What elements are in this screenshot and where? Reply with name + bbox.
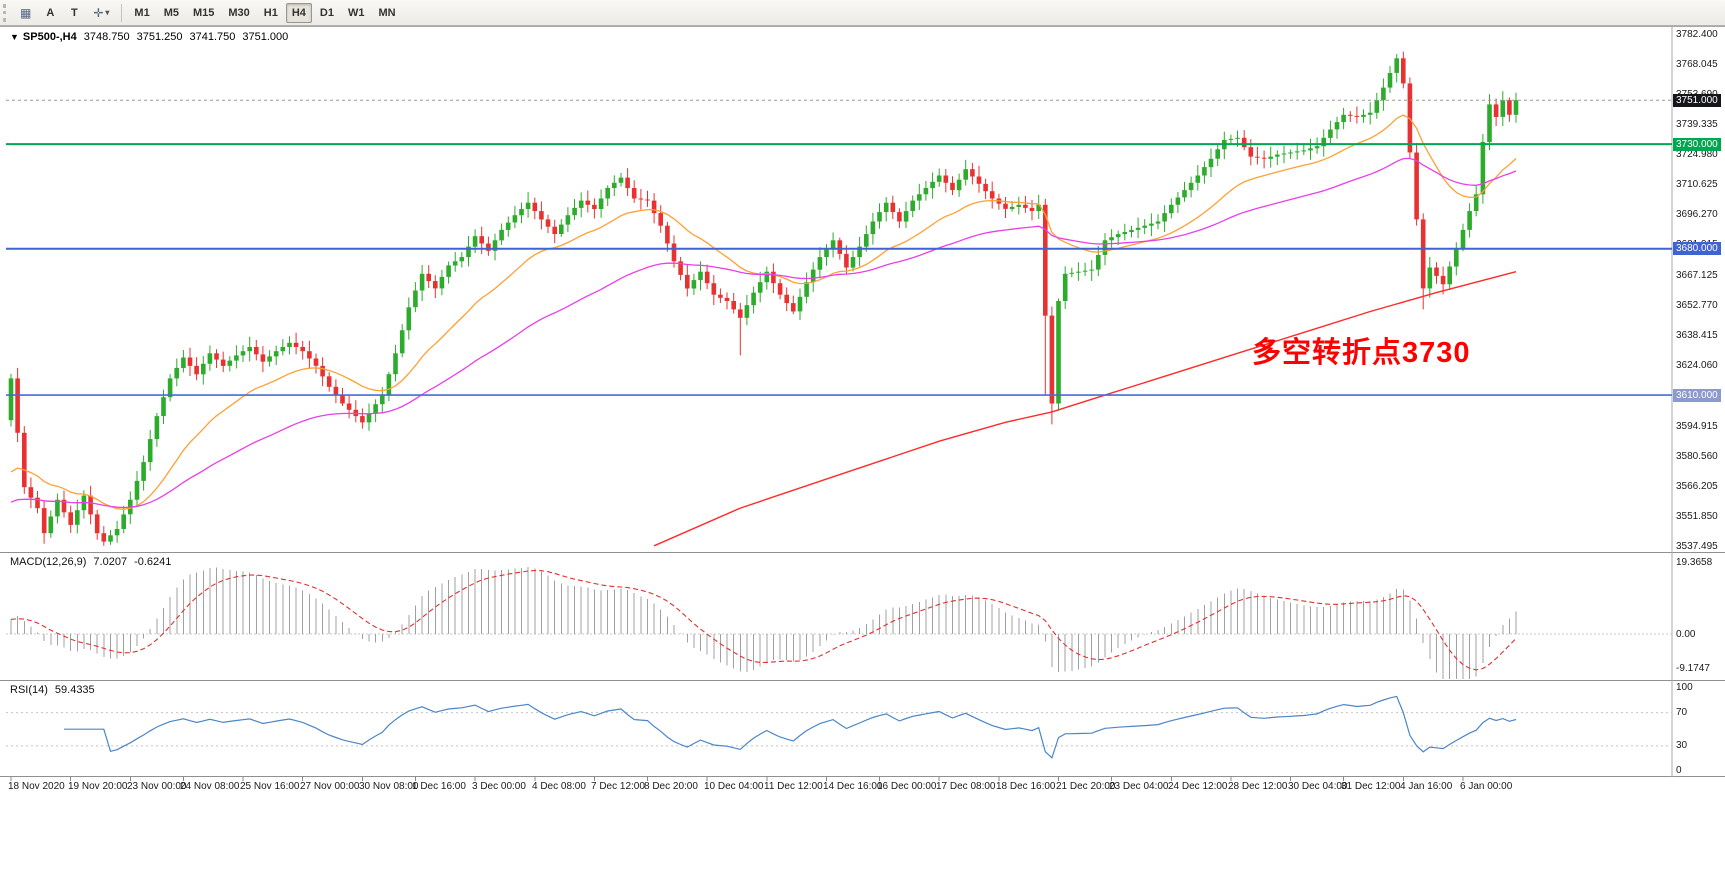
toolbar-drag-handle[interactable] <box>3 3 9 22</box>
price-axis-label: 3624.060 <box>1676 360 1718 372</box>
time-axis-label: 6 Jan 00:00 <box>1460 781 1513 792</box>
macd-value-main: 7.0207 <box>93 556 128 568</box>
price-tag-3680-000: 3680.000 <box>1673 242 1721 256</box>
price-axis-label: 3638.415 <box>1676 330 1718 342</box>
macd-value-signal: -0.6241 <box>134 556 172 568</box>
macd-scale-label: 19.3658 <box>1676 556 1713 568</box>
price-axis-label: 3696.270 <box>1676 209 1718 221</box>
time-axis-label: 23 Nov 00:00 <box>127 781 187 792</box>
timeframe-button-mn[interactable]: MN <box>378 6 396 19</box>
price-axis-label: 3768.045 <box>1676 59 1718 70</box>
price-axis-label: 3710.625 <box>1676 179 1718 191</box>
ohlc-close: 3751.000 <box>242 31 289 43</box>
time-axis-label: 19 Nov 20:00 <box>68 781 128 792</box>
ohlc-high: 3751.250 <box>136 31 183 43</box>
time-axis-label: 30 Nov 08:00 <box>359 781 419 792</box>
rsi-scale-label: 70 <box>1676 707 1688 719</box>
time-axis-label: 7 Dec 12:00 <box>591 781 645 792</box>
macd-scale-label: 0.00 <box>1676 628 1696 640</box>
chart-title-dropdown-icon[interactable]: ▼ <box>10 32 19 42</box>
time-axis-label: 24 Nov 08:00 <box>180 781 240 792</box>
rsi-scale-label: 0 <box>1676 765 1682 777</box>
price-axis-label: 3566.205 <box>1676 481 1718 493</box>
time-axis-label: 16 Dec 00:00 <box>877 781 937 792</box>
timeframe-button-m1[interactable]: M1 <box>134 6 150 19</box>
rsi-name: RSI(14) <box>10 684 48 696</box>
line-studies-button[interactable]: ✛ ▾ <box>87 3 115 23</box>
toolbar-separator <box>121 3 123 22</box>
time-axis-label: 30 Dec 04:00 <box>1288 781 1348 792</box>
ma-mid-line <box>10 157 1517 509</box>
annotation-text: 多空转折点3730 <box>1252 337 1471 369</box>
line-studies-icon: ✛ <box>93 5 104 20</box>
charts-grid-button[interactable]: ▦ <box>14 3 37 23</box>
time-axis-ticks <box>10 777 1464 781</box>
time-axis-label: 27 Nov 00:00 <box>300 781 360 792</box>
timeframe-button-d1[interactable]: D1 <box>319 6 334 19</box>
timeframe-button-h1[interactable]: H1 <box>263 6 278 19</box>
chart-title: ▼ SP500-,H4 3748.750 3751.250 3741.750 3751.0… <box>10 31 288 43</box>
time-axis-label: 4 Dec 08:00 <box>532 781 586 792</box>
macd-scale-label: -9.1747 <box>1676 662 1710 674</box>
price-axis-label: 3724.980 <box>1676 149 1718 161</box>
price-axis-label: 3551.850 <box>1676 511 1718 523</box>
ma-fast-line <box>10 114 1517 510</box>
ohlc-open: 3748.750 <box>83 31 130 43</box>
macd-name: MACD(12,26,9) <box>10 556 87 568</box>
charts-grid-icon: ▦ <box>20 5 32 20</box>
time-axis-label: 18 Nov 2020 <box>8 781 65 792</box>
time-axis-label: 17 Dec 08:00 <box>936 781 996 792</box>
time-axis-label: 8 Dec 20:00 <box>644 781 698 792</box>
candles <box>8 51 1519 546</box>
time-axis-label: 4 Jan 16:00 <box>1400 781 1453 792</box>
rsi-label: RSI(14) 59.4335 <box>10 684 95 696</box>
price-axis-label: 3537.495 <box>1676 541 1718 553</box>
timeframe-button-w1[interactable]: W1 <box>347 6 365 19</box>
time-axis-label: 28 Dec 12:00 <box>1228 781 1288 792</box>
time-axis-label: 23 Dec 04:00 <box>1109 781 1169 792</box>
price-axis-label: 3782.400 <box>1676 29 1718 40</box>
time-axis-label: 10 Dec 04:00 <box>704 781 764 792</box>
timeframe-button-m15[interactable]: M15 <box>192 6 215 19</box>
time-axis-label: 21 Dec 20:00 <box>1056 781 1116 792</box>
macd-histogram <box>10 567 1517 679</box>
ohlc-low: 3741.750 <box>189 31 236 43</box>
rsi-scale-label: 100 <box>1676 682 1693 694</box>
price-axis-label: 3739.335 <box>1676 119 1718 131</box>
chart-symbol-period: SP500-,H4 <box>22 31 77 43</box>
price-tag-3751-000: 3751.000 <box>1673 93 1721 107</box>
price-axis-label: 3667.125 <box>1676 270 1718 282</box>
time-axis-label: 3 Dec 00:00 <box>472 781 526 792</box>
time-axis-label: 25 Nov 16:00 <box>240 781 300 792</box>
timeframe-button-m30[interactable]: M30 <box>228 6 250 19</box>
timeframe-button-m5[interactable]: M5 <box>163 6 179 19</box>
price-axis-label: 3594.915 <box>1676 421 1718 433</box>
rsi-scale-label: 30 <box>1676 740 1688 752</box>
time-axis-label: 1 Dec 16:00 <box>412 781 466 792</box>
type-tool-button[interactable]: T <box>70 6 78 19</box>
time-axis-label: 31 Dec 12:00 <box>1341 781 1401 792</box>
price-tag-3610-000: 3610.000 <box>1673 388 1721 402</box>
price-axis-label: 3652.770 <box>1676 300 1718 312</box>
annotate-text-button[interactable]: A <box>46 6 55 19</box>
price-axis-label: 3580.560 <box>1676 451 1718 463</box>
toolbar: ▦ A T ✛ ▾ M1 M5 M15 M30 H1 H4 D1 W1 MN <box>0 0 1725 26</box>
time-axis-label: 24 Dec 12:00 <box>1168 781 1228 792</box>
chevron-down-icon: ▾ <box>105 8 110 17</box>
macd-signal-line <box>10 569 1517 671</box>
timeframe-button-h4[interactable]: H4 <box>285 2 312 23</box>
ma-slow-line <box>653 271 1517 547</box>
time-axis-label: 11 Dec 12:00 <box>764 781 823 792</box>
rsi-line <box>64 695 1517 759</box>
rsi-value: 59.4335 <box>54 684 95 696</box>
time-axis-label: 14 Dec 16:00 <box>823 781 883 792</box>
macd-label: MACD(12,26,9) 7.0207 -0.6241 <box>10 556 171 568</box>
price-tag-3730-000: 3730.000 <box>1673 137 1721 151</box>
time-axis-label: 18 Dec 16:00 <box>996 781 1056 792</box>
